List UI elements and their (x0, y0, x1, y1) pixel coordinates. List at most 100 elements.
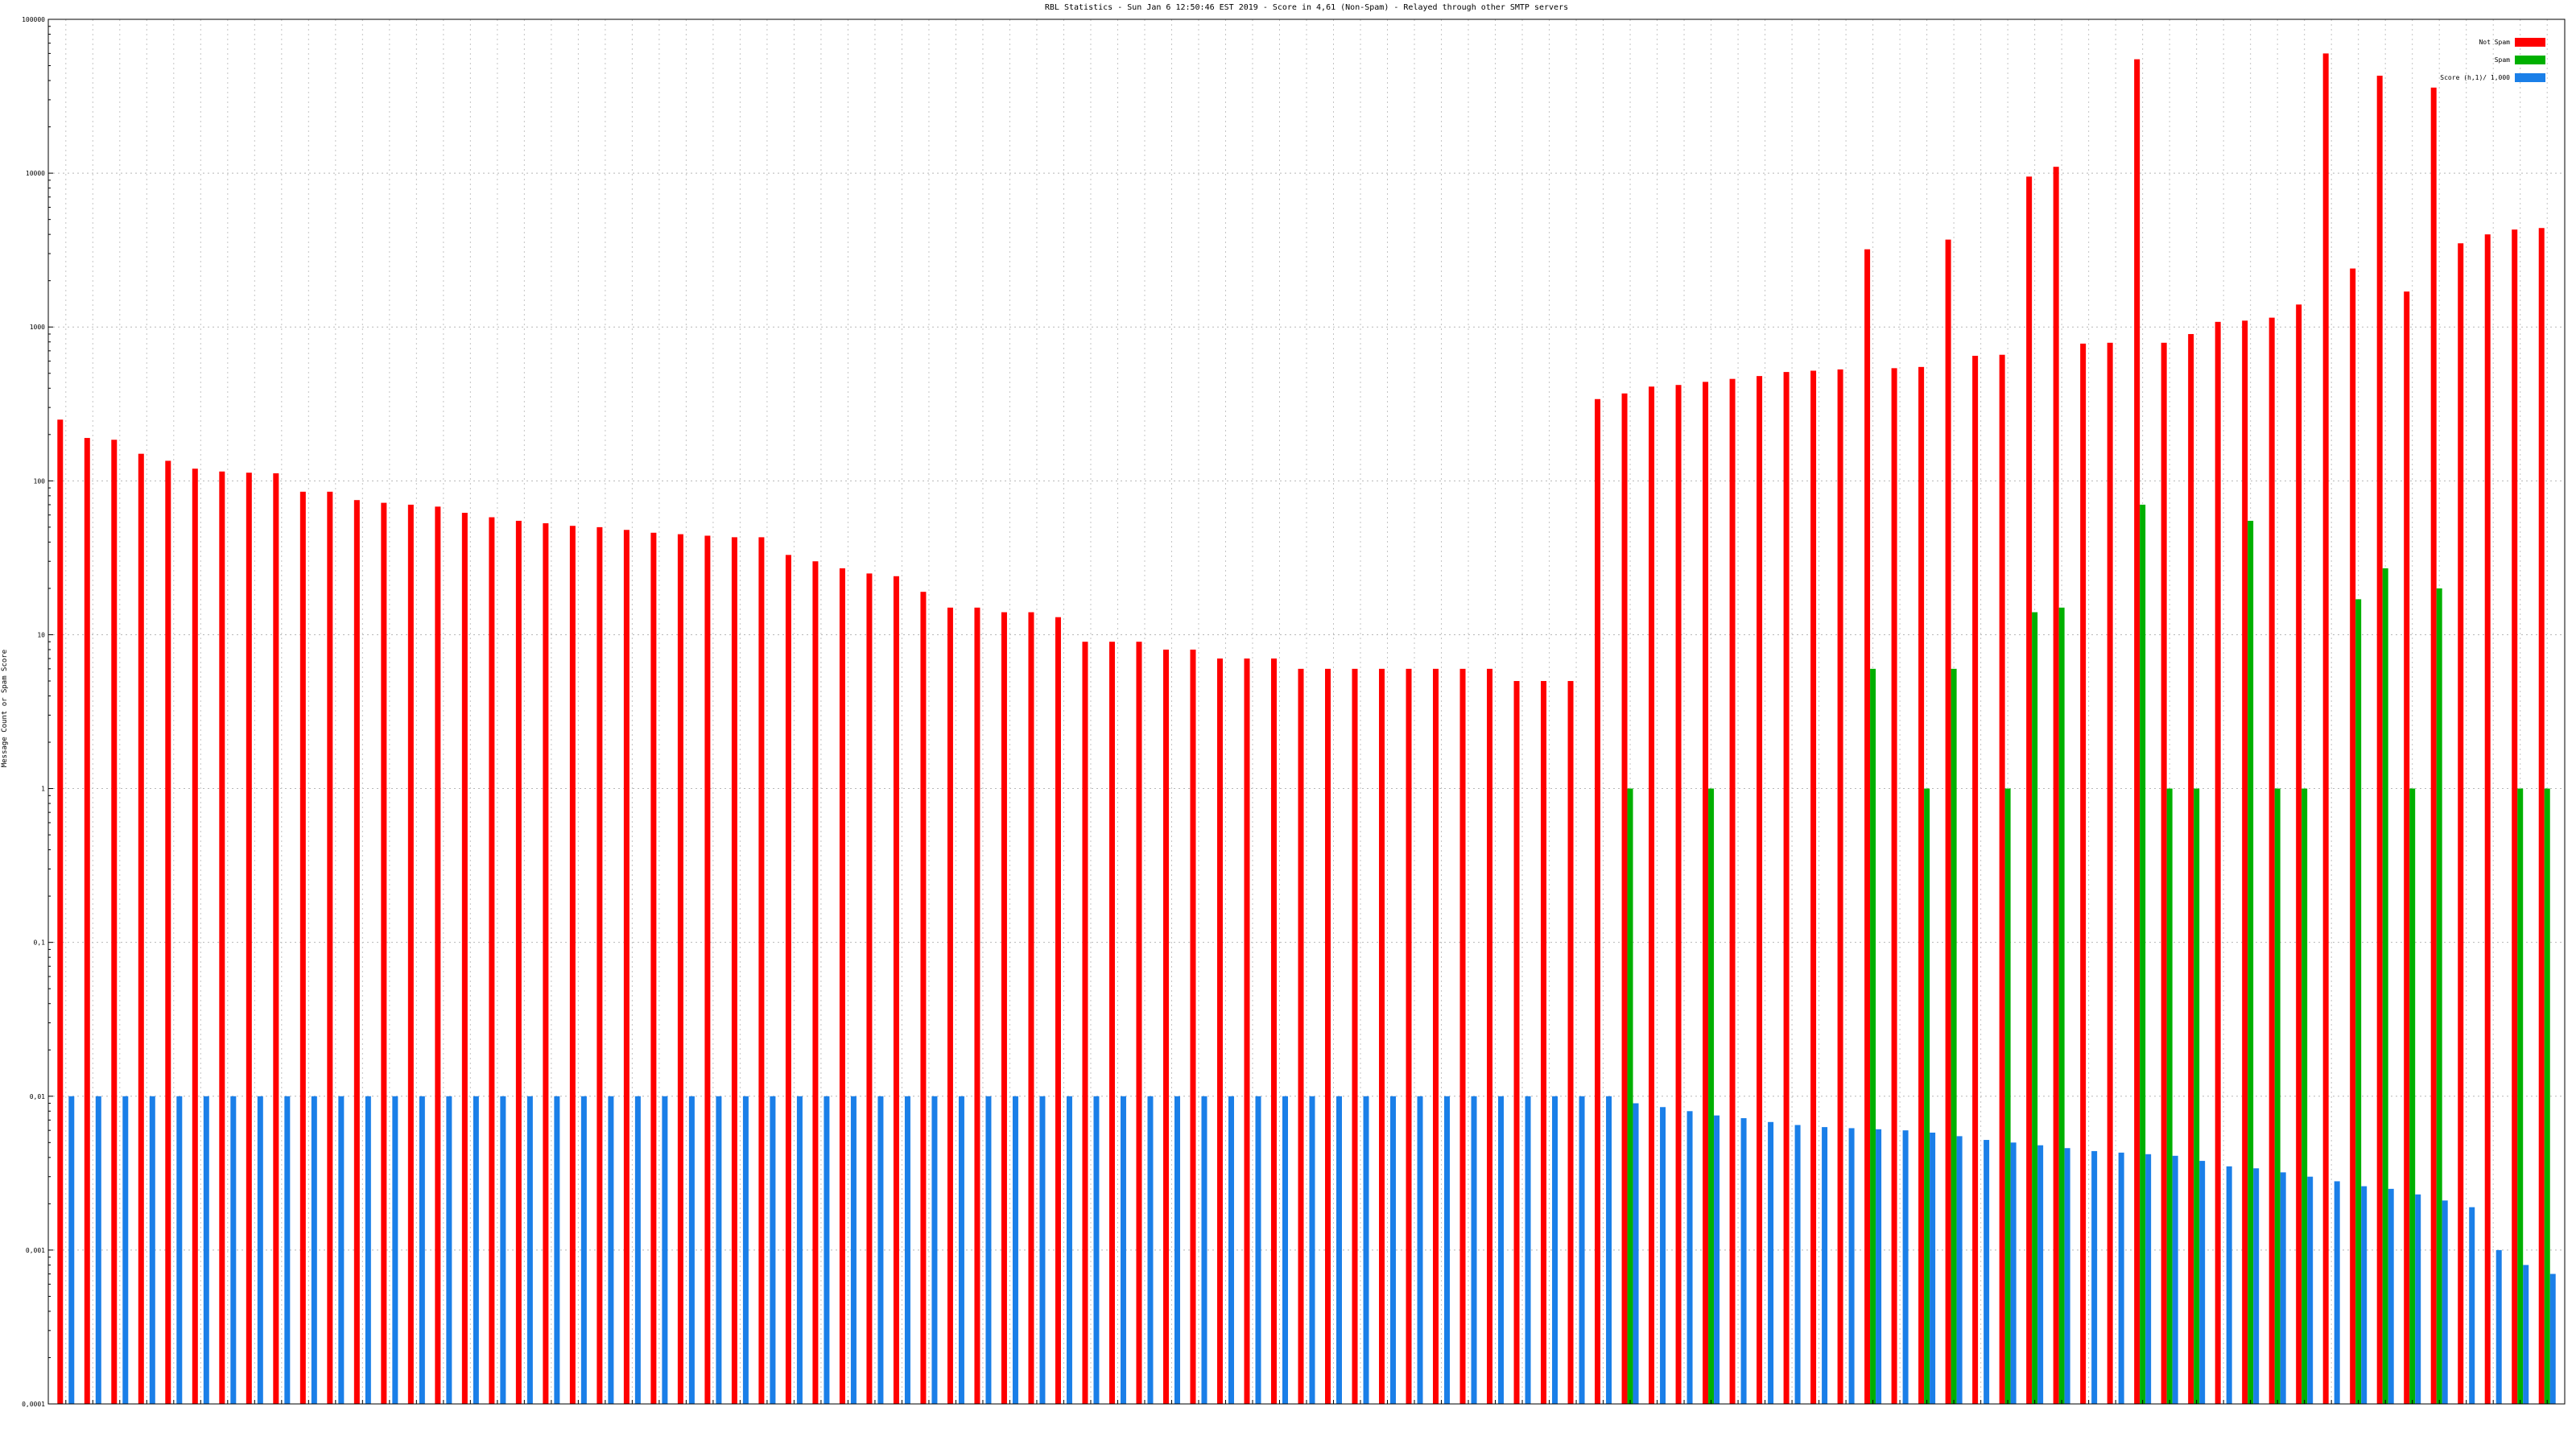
bar-spam (2248, 520, 2254, 1404)
bar-not-spam (623, 530, 630, 1404)
bar-score (1902, 1130, 1909, 1404)
bar-score (2307, 1176, 2314, 1404)
bar-not-spam (138, 453, 144, 1404)
bar-not-spam (677, 534, 683, 1404)
bar-not-spam (461, 513, 468, 1405)
y-tick-label: 1 (41, 786, 45, 793)
legend-label: Not Spam (2479, 39, 2510, 46)
bar-not-spam (2107, 342, 2113, 1404)
bar-score (931, 1096, 938, 1404)
bar-score (1309, 1096, 1315, 1404)
bar-score (2388, 1188, 2394, 1404)
bar-not-spam (1379, 668, 1385, 1404)
bar-not-spam (1649, 386, 1655, 1405)
bar-score (1282, 1096, 1288, 1404)
bar-score (230, 1096, 237, 1404)
bar-not-spam (2430, 87, 2437, 1404)
bar-score (1552, 1096, 1558, 1404)
legend-swatch (2515, 38, 2545, 47)
bar-score (1417, 1096, 1423, 1404)
bar-not-spam (597, 526, 603, 1404)
bar-score (850, 1096, 857, 1404)
bar-score (176, 1096, 183, 1404)
bar-not-spam (299, 491, 306, 1404)
bar-score (365, 1096, 371, 1404)
bar-score (1147, 1096, 1154, 1404)
bar-spam (2140, 504, 2146, 1405)
bar-score (2442, 1200, 2448, 1404)
bar-not-spam (704, 535, 711, 1404)
bar-not-spam (1028, 612, 1034, 1404)
bar-not-spam (2242, 320, 2248, 1404)
bar-score (1794, 1125, 1801, 1404)
bar-score (1012, 1096, 1018, 1404)
bar-not-spam (407, 504, 414, 1405)
bar-score (311, 1096, 317, 1404)
bar-score (2091, 1150, 2098, 1404)
bar-score (1686, 1111, 1693, 1404)
bar-score (446, 1096, 452, 1404)
bar-not-spam (1567, 680, 1574, 1404)
bar-spam (1924, 788, 1930, 1404)
bar-spam (2166, 788, 2173, 1404)
bar-spam (2544, 788, 2550, 1404)
bar-not-spam (650, 532, 657, 1404)
bar-not-spam (2350, 268, 2356, 1405)
bar-not-spam (1810, 370, 1817, 1405)
bar-spam (1708, 788, 1715, 1404)
bar-score (1606, 1096, 1612, 1404)
bar-not-spam (866, 573, 873, 1404)
y-tick-label: 100000 (22, 16, 45, 23)
bar-not-spam (1190, 649, 1196, 1404)
bar-score (985, 1096, 992, 1404)
bar-not-spam (219, 471, 225, 1404)
bar-score (662, 1096, 668, 1404)
bar-not-spam (1864, 249, 1871, 1405)
bar-score (1066, 1096, 1072, 1404)
bar-not-spam (1001, 612, 1007, 1404)
y-tick-label: 10 (37, 631, 45, 638)
bar-score (2496, 1249, 2502, 1404)
bar-score (1848, 1128, 1855, 1404)
bar-score (1471, 1096, 1477, 1404)
bar-spam (1870, 668, 1876, 1404)
bar-not-spam (353, 500, 360, 1405)
bar-score (526, 1096, 533, 1404)
bar-not-spam (2322, 53, 2329, 1405)
bar-score (2064, 1148, 2070, 1404)
bar-not-spam (2376, 76, 2383, 1405)
bar-score (2361, 1186, 2368, 1404)
bar-not-spam (1487, 668, 1493, 1404)
bar-not-spam (515, 520, 522, 1404)
bar-not-spam (2215, 321, 2221, 1404)
bar-score (608, 1096, 614, 1404)
bar-score (419, 1096, 425, 1404)
bar-score (1930, 1132, 1936, 1404)
bar-score (2199, 1161, 2206, 1404)
bar-score (1390, 1096, 1397, 1404)
bar-not-spam (246, 473, 252, 1404)
bar-score (688, 1096, 695, 1404)
bar-score (2037, 1145, 2044, 1404)
bar-score (1740, 1118, 1747, 1404)
bar-score (1201, 1096, 1208, 1404)
bar-not-spam (1352, 668, 1358, 1404)
bar-not-spam (381, 502, 387, 1405)
y-tick-label: 100 (34, 477, 46, 485)
bar-score (500, 1096, 506, 1404)
bar-not-spam (1216, 658, 1223, 1404)
bar-not-spam (1270, 658, 1277, 1404)
bar-score (1093, 1096, 1100, 1404)
bar-not-spam (1703, 382, 1709, 1405)
bar-not-spam (543, 523, 549, 1404)
bar-score (1633, 1103, 1639, 1404)
bar-score (203, 1096, 209, 1404)
bar-score (796, 1096, 803, 1404)
bar-spam (2409, 788, 2416, 1404)
bar-not-spam (1108, 642, 1115, 1404)
bar-not-spam (57, 419, 64, 1404)
bar-score (473, 1096, 479, 1404)
bar-not-spam (435, 506, 441, 1404)
bar-score (1984, 1140, 1990, 1404)
legend: Not Spam Spam Score (h,1)/ 1,000 (2440, 38, 2545, 82)
